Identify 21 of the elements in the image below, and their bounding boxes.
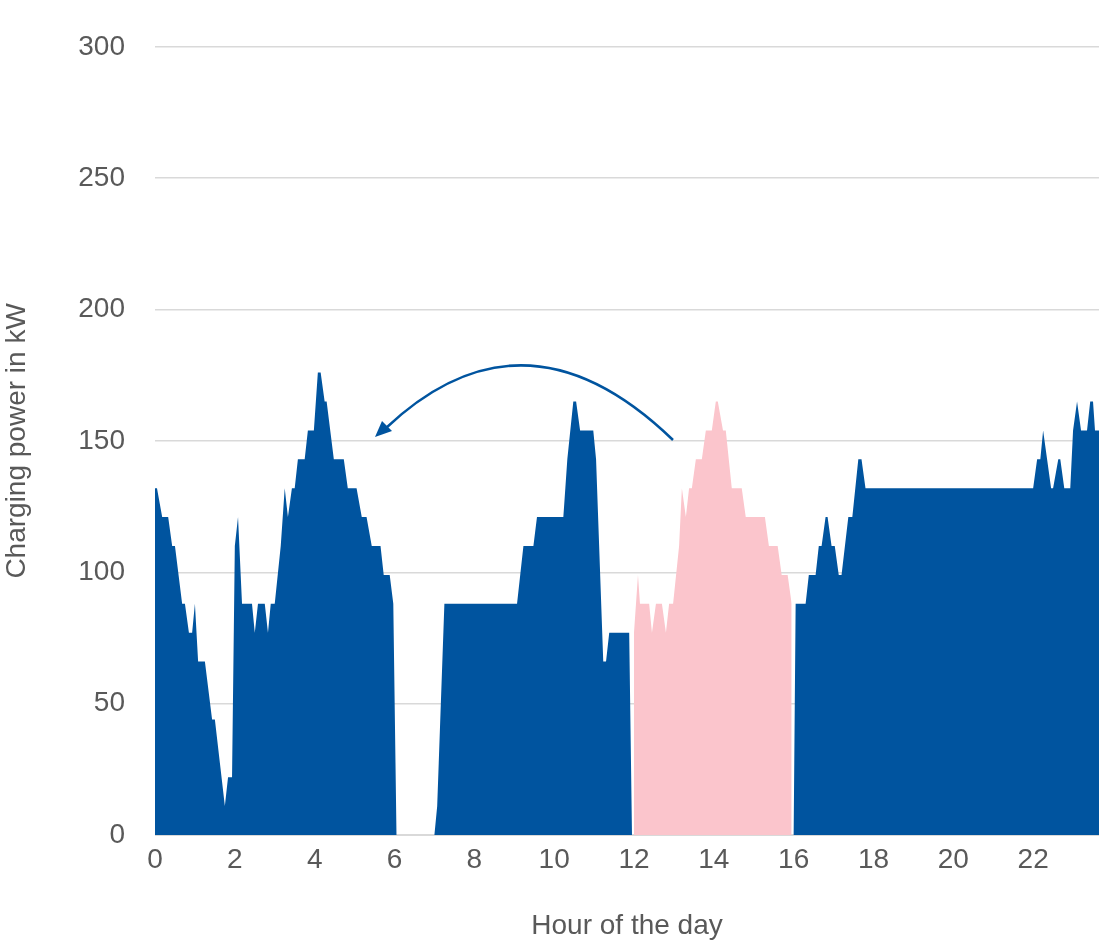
x-tick-label: 6 — [386, 842, 403, 874]
x-tick-label: 0 — [147, 842, 163, 874]
y-tick-label: 50 — [93, 686, 125, 718]
x-tick-label: 22 — [1017, 842, 1049, 874]
x-axis-title: Hour of the day — [531, 908, 723, 940]
x-tick-label: 14 — [698, 842, 730, 874]
x-tick-label: 20 — [937, 842, 969, 874]
x-tick-label: 2 — [227, 842, 243, 874]
x-tick-label: 12 — [618, 842, 650, 874]
x-tick-label: 8 — [466, 842, 483, 874]
y-tick-label: 100 — [78, 554, 125, 586]
x-tick-label: 4 — [306, 842, 323, 874]
y-tick-label: 150 — [78, 423, 125, 455]
y-tick-label: 250 — [78, 160, 125, 192]
x-tick-label: 16 — [778, 842, 810, 874]
y-tick-label: 300 — [78, 29, 125, 61]
x-tick-label: 10 — [538, 842, 570, 874]
x-tick-label: 18 — [857, 842, 890, 874]
y-tick-label: 200 — [78, 292, 125, 324]
y-tick-label: 0 — [109, 817, 125, 849]
y-axis-title: Charging power in kW — [0, 302, 31, 579]
